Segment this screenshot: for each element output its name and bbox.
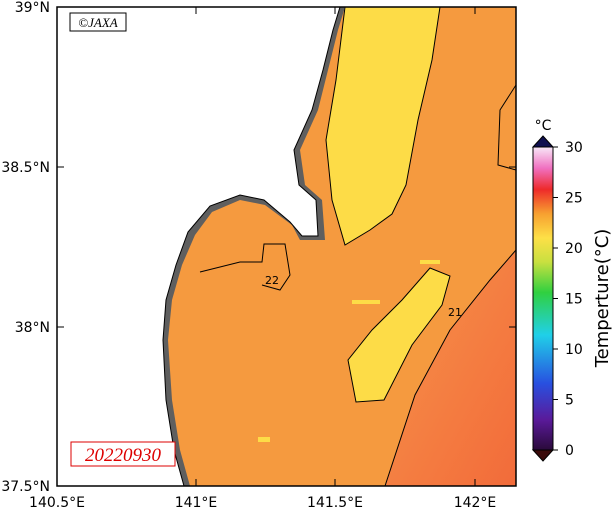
colorbar-tick-label: 15 xyxy=(565,292,583,308)
lon-label: 140.5°E xyxy=(29,495,85,511)
credit-box xyxy=(69,12,127,32)
credit: ©JAXA xyxy=(78,15,118,30)
lat-label: 38.5°N xyxy=(1,160,50,176)
lat-label: 39°N xyxy=(15,0,50,16)
colorbar-tick-label: 5 xyxy=(565,393,574,409)
warm-eddy xyxy=(347,267,451,403)
contour-label: 21 xyxy=(448,306,462,319)
colorbar-tick-label: 30 xyxy=(565,140,583,156)
lon-label: 141.5°E xyxy=(307,495,363,511)
contour-label: 22 xyxy=(265,274,279,287)
date-box xyxy=(70,441,176,467)
lat-label: 38°N xyxy=(15,320,50,336)
warm-region xyxy=(384,249,516,486)
plot-frame xyxy=(56,6,517,487)
colorbar-tick-label: 25 xyxy=(565,191,583,207)
lat-label: 37.5°N xyxy=(1,479,50,495)
land xyxy=(57,7,341,486)
date: 20220930 xyxy=(85,445,162,466)
colorbar-tick-label: 10 xyxy=(565,342,583,358)
colorbar xyxy=(532,146,554,451)
contour xyxy=(497,84,516,171)
warm-tongue xyxy=(325,7,441,246)
colorbar-bottom xyxy=(531,449,555,462)
patch xyxy=(420,260,440,264)
colorbar-top xyxy=(531,135,555,148)
patch xyxy=(258,437,270,442)
map-area xyxy=(57,7,516,486)
lon-label: 141°E xyxy=(175,495,218,511)
patch xyxy=(352,300,380,304)
colorbar-unit: °C xyxy=(535,118,552,134)
lon-label: 142°E xyxy=(454,495,497,511)
colorbar-tick-label: 0 xyxy=(565,443,574,459)
contour xyxy=(199,243,291,291)
colorbar-title: Temperture(°C) xyxy=(592,229,613,369)
colorbar-tick-label: 20 xyxy=(565,241,583,257)
